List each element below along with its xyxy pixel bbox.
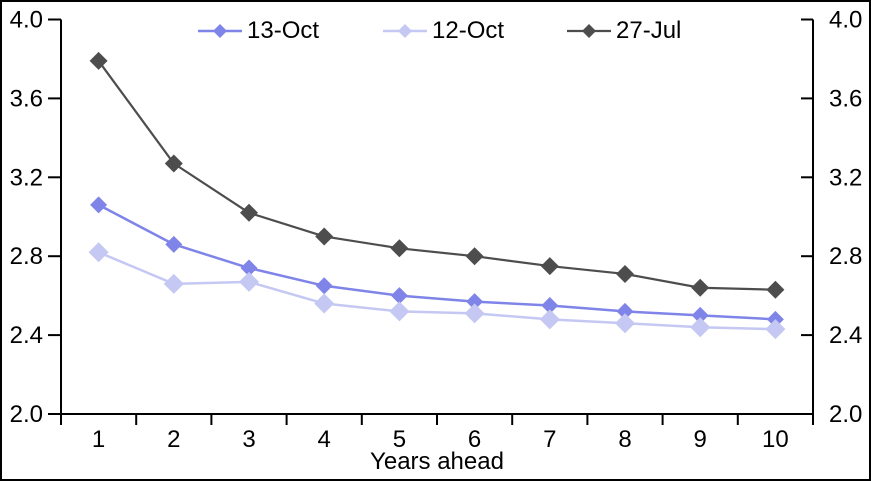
data-point-27-jul-year-3	[240, 203, 258, 222]
y-tick-label-right: 2.8	[829, 243, 862, 270]
x-tick-label: 2	[167, 426, 180, 453]
x-tick-label: 10	[762, 426, 789, 453]
series-line-12-oct	[98, 251, 776, 331]
data-point-13-oct-year-1	[90, 196, 108, 214]
y-tick-label-left: 3.6	[10, 85, 43, 112]
y-tick-label-right: 3.2	[829, 164, 862, 191]
data-point-12-oct-year-8	[615, 313, 635, 334]
data-point-27-jul-year-5	[390, 239, 409, 258]
data-point-13-oct-year-6	[466, 293, 484, 311]
y-tick-label-right: 3.6	[829, 85, 862, 112]
data-point-13-oct-year-7	[541, 297, 559, 315]
y-tick-label-left: 2.4	[10, 322, 43, 349]
data-point-12-oct-year-7	[539, 309, 560, 330]
data-point-27-jul-year-8	[616, 264, 634, 283]
data-point-12-oct-year-5	[389, 301, 410, 322]
legend-marker-13-oct-icon	[198, 24, 242, 38]
legend-item-13-oct: 13-Oct	[198, 18, 319, 44]
x-tick-label: 8	[618, 426, 631, 453]
legend-label-27-jul: 27-Jul	[616, 17, 682, 44]
legend-label-13-oct: 13-Oct	[247, 17, 320, 44]
data-point-12-oct-year-9	[690, 317, 711, 338]
x-tick-label: 9	[694, 426, 707, 453]
data-point-12-oct-year-10	[765, 319, 786, 340]
series-line-27-jul	[97, 60, 776, 291]
y-tick-label-left: 2.0	[10, 401, 43, 428]
y-tick-label-right: 4.0	[829, 7, 862, 34]
x-tick-label: 7	[543, 426, 556, 453]
y-tick-label-right: 2.4	[829, 322, 862, 349]
legend-item-27-jul: 27-Jul	[567, 18, 681, 44]
data-point-13-oct-year-4	[315, 277, 333, 295]
data-point-12-oct-year-2	[163, 273, 184, 294]
y-tick-label-left: 2.8	[10, 243, 43, 270]
data-point-27-jul-year-2	[164, 154, 183, 173]
legend-marker-27-jul-icon	[567, 24, 611, 38]
x-tick-label: 1	[92, 426, 105, 453]
data-point-12-oct-year-3	[239, 271, 259, 292]
legend: 13-Oct 12-Oct 27-Jul	[2, 18, 871, 44]
series-line-13-oct	[98, 203, 776, 321]
data-point-12-oct-year-4	[314, 293, 335, 314]
legend-marker-12-oct-icon	[383, 24, 427, 38]
legend-label-12-oct: 12-Oct	[432, 17, 505, 44]
data-point-27-jul-year-1	[89, 51, 108, 70]
y-tick-label-left: 4.0	[10, 7, 43, 34]
data-point-12-oct-year-1	[88, 242, 109, 263]
data-point-27-jul-year-9	[691, 278, 710, 297]
data-point-12-oct-year-6	[464, 303, 485, 324]
y-tick-label-left: 3.2	[10, 164, 43, 191]
data-point-27-jul-year-7	[540, 257, 559, 276]
x-tick-label: 5	[393, 426, 406, 453]
y-tick-label-right: 2.0	[829, 401, 862, 428]
data-point-27-jul-year-6	[465, 247, 484, 266]
data-point-13-oct-year-2	[165, 235, 183, 253]
x-tick-label: 3	[242, 426, 255, 453]
data-point-13-oct-year-3	[240, 259, 258, 277]
x-tick-label: 4	[318, 426, 331, 453]
data-point-27-jul-year-4	[315, 227, 334, 246]
data-point-13-oct-year-8	[616, 302, 634, 320]
x-tick-label: 6	[468, 426, 481, 453]
data-point-13-oct-year-9	[691, 306, 709, 324]
data-point-27-jul-year-10	[766, 280, 785, 299]
data-point-13-oct-year-5	[390, 287, 408, 305]
x-axis-title: Years ahead	[370, 448, 504, 475]
legend-item-12-oct: 12-Oct	[383, 18, 504, 44]
